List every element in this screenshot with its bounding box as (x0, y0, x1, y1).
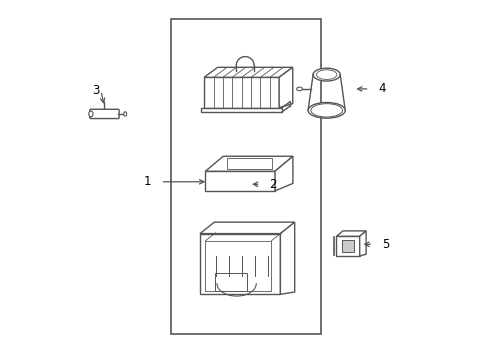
Polygon shape (279, 67, 292, 108)
Bar (342, 240, 353, 252)
Polygon shape (205, 156, 292, 171)
Polygon shape (274, 156, 292, 191)
Polygon shape (215, 273, 247, 291)
Polygon shape (205, 171, 274, 191)
Polygon shape (203, 77, 279, 108)
Text: 2: 2 (269, 178, 276, 191)
FancyBboxPatch shape (90, 109, 119, 118)
Polygon shape (201, 108, 282, 112)
Text: 1: 1 (144, 175, 151, 188)
Ellipse shape (123, 112, 126, 116)
Bar (171, 19, 321, 334)
Polygon shape (203, 67, 292, 77)
Polygon shape (280, 222, 294, 294)
Polygon shape (200, 234, 280, 294)
Polygon shape (200, 222, 294, 234)
Text: 5: 5 (381, 238, 388, 251)
Ellipse shape (312, 68, 340, 81)
Text: 3: 3 (92, 84, 99, 97)
Text: 4: 4 (378, 82, 385, 95)
Polygon shape (359, 231, 366, 256)
Ellipse shape (296, 87, 302, 91)
Ellipse shape (307, 103, 345, 118)
Polygon shape (336, 236, 359, 256)
Polygon shape (336, 231, 366, 236)
Ellipse shape (88, 111, 93, 117)
